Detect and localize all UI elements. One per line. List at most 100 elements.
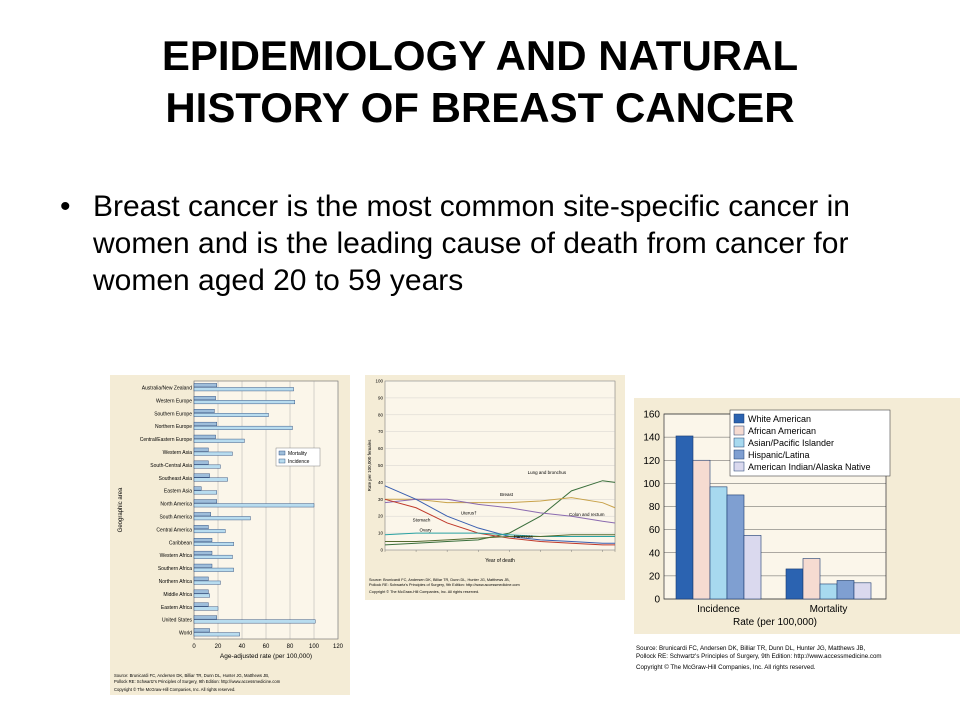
chart1-incidence-bar <box>193 387 294 392</box>
chart2-series-line <box>384 480 616 546</box>
chart2-series-line <box>384 532 615 537</box>
chart1-mortality-bar <box>193 525 209 530</box>
chart2-y-tick: 30 <box>378 497 384 502</box>
chart1-legend-incidence-swatch <box>278 458 286 464</box>
chart1-incidence-bar <box>193 413 269 417</box>
chart2-series-label: Ovary <box>420 527 433 532</box>
chart1-mortality-bar <box>193 421 217 426</box>
chart3-legend-label: Asian/Pacific Islander <box>748 438 834 448</box>
chart3-legend-label: White American <box>748 414 811 424</box>
chart1-incidence-bar <box>193 438 245 443</box>
bullet-item: • Breast cancer is the most common site-… <box>60 188 880 299</box>
chart1-x-tick: 20 <box>215 644 222 650</box>
chart3-y-tick: 20 <box>649 571 661 582</box>
chart3-legend-swatch <box>733 413 745 424</box>
chart1-incidence-bar <box>193 477 228 482</box>
chart1-mortality-bar <box>193 563 213 568</box>
chart1-mortality-bar <box>193 576 209 581</box>
chart1-mortality-bar <box>193 460 209 465</box>
trend-chart-svg: 0 10 20 30 40 50 60 70 80 90 100 Lung and bronchus B… <box>365 375 625 600</box>
chart2-source-line-2: Pollock RE: Schwartz's Principles of Sur… <box>369 583 520 587</box>
chart3-bar <box>675 435 694 600</box>
chart2-y-tick: 20 <box>378 514 384 519</box>
chart1-y-axis-title: Geographic area <box>118 487 124 532</box>
chart1-mortality-bar <box>193 550 213 555</box>
chart2-series-label: Stomach <box>413 517 431 522</box>
chart2-y-tick: 60 <box>378 446 384 451</box>
chart1-source-line-1: Source: Brunicardi FC, Andersen DK, Bill… <box>114 673 269 678</box>
chart1-legend-mortality-swatch <box>278 450 286 456</box>
chart1-category-label: Southern Europe <box>154 411 192 417</box>
chart1-x-axis-title: Age-adjusted rate (per 100,000) <box>220 653 312 660</box>
chart1-mortality-bar <box>193 409 215 413</box>
chart1-category-label: Eastern Africa <box>161 605 192 611</box>
chart2-y-tick: 90 <box>378 395 384 400</box>
chart3-y-tick: 80 <box>649 502 661 513</box>
chart3-bar <box>692 459 711 600</box>
chart1-category-label: Australia/New Zealand <box>142 385 193 391</box>
chart1-category-label: Western Europe <box>156 398 192 404</box>
chart3-legend-swatch <box>733 437 745 448</box>
chart1-incidence-bar <box>193 554 233 559</box>
chart2-series-label: Uterus† <box>461 511 477 516</box>
chart1-mortality-bar <box>193 589 209 594</box>
chart1-incidence-bar <box>193 464 221 469</box>
chart1-legend-mortality-label: Mortality <box>288 451 307 457</box>
chart2-y-tick: 70 <box>378 429 384 434</box>
chart1-mortality-bar <box>193 473 210 478</box>
chart2-series-label: Colon and rectum <box>569 512 605 517</box>
chart3-legend-swatch <box>733 425 745 436</box>
chart1-legend-box <box>275 447 321 467</box>
chart1-category-label: South-Central Asia <box>150 463 192 469</box>
chart3-category-label: Incidence <box>697 604 740 615</box>
chart3-source-line-1: Source: Brunicardi FC, Andersen DK, Bill… <box>636 645 866 652</box>
chart1-category-label: Central/Eastern Europe <box>140 437 192 443</box>
chart1-incidence-bar <box>193 516 251 521</box>
chart3-y-tick: 140 <box>643 433 660 444</box>
chart1-incidence-bar <box>193 503 315 508</box>
chart1-incidence-bar <box>193 567 234 572</box>
ethnicity-chart-svg: 0 20 40 60 80 100 120 140 160 Incidence Mortality R… <box>634 398 960 671</box>
chart3-y-tick: 40 <box>649 548 661 559</box>
chart2-series-label: Pancreas <box>514 534 534 539</box>
chart1-category-label: Northern Africa <box>159 579 193 585</box>
chart1-legend: Mortality Incidence <box>275 447 321 467</box>
chart1-category-label: Central America <box>156 527 192 533</box>
chart1-category-label: Western Asia <box>163 450 193 456</box>
chart1-category-label: Southern Africa <box>158 566 192 572</box>
chart2-y-tick: 80 <box>378 412 384 417</box>
chart3-bar <box>802 558 821 600</box>
chart1-mortality-bar <box>193 512 211 517</box>
chart1-mortality-bar <box>193 447 209 452</box>
chart1-category-label: Southeast Asia <box>159 476 193 482</box>
chart1-legend-incidence-label: Incidence <box>288 459 310 465</box>
chart1-category-label: Western Africa <box>160 553 193 559</box>
title-line-2: HISTORY OF BREAST CANCER <box>165 84 795 131</box>
chart3-bar <box>785 568 804 600</box>
chart1-mortality-bar <box>193 486 202 491</box>
mortality-trend-line-chart: 0 10 20 30 40 50 60 70 80 90 100 Lung and bronchus B… <box>365 375 625 600</box>
chart3-y-tick: 0 <box>654 595 660 606</box>
chart1-incidence-bar <box>193 400 296 405</box>
chart3-legend-swatch <box>733 461 745 472</box>
chart1-incidence-bar <box>193 542 234 546</box>
chart3-legend-label: Hispanic/Latina <box>748 450 810 460</box>
chart1-x-tick: 80 <box>287 644 294 650</box>
chart1-incidence-bar <box>193 606 219 611</box>
chart3-bar <box>836 580 855 600</box>
chart2-x-axis-title: Year of death <box>485 558 515 564</box>
chart2-series-label: Lung and bronchus <box>528 470 567 475</box>
chart2-y-tick: 50 <box>378 463 384 468</box>
chart3-x-axis-title: Rate (per 100,000) <box>733 617 817 628</box>
chart2-y-tick: 10 <box>378 531 384 536</box>
chart3-bar <box>853 582 872 600</box>
chart2-source-line-1: Source: Brunicardi FC, Andersen DK, Bill… <box>369 578 510 582</box>
ethnicity-bar-chart: 0 20 40 60 80 100 120 140 160 Incidence Mortality R… <box>634 398 960 676</box>
chart1-category-label: North America <box>160 502 192 508</box>
bullet-dot-icon: • <box>60 190 71 223</box>
chart2-y-tick: 40 <box>378 480 384 485</box>
chart3-category-label: Mortality <box>810 604 848 615</box>
chart2-series-line <box>384 498 615 546</box>
chart1-category-label: Caribbean <box>169 540 192 546</box>
chart1-source-line-2: Pollock RE: Schwartz's Principles of Sur… <box>114 679 281 684</box>
